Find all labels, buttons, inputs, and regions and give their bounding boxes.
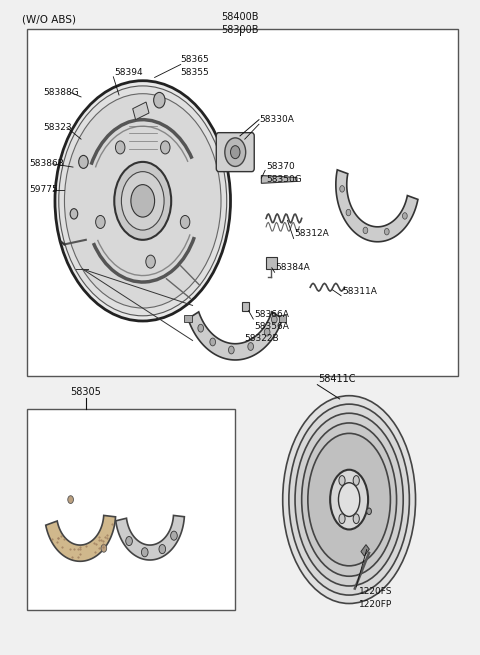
Text: 58355: 58355: [180, 68, 209, 77]
Circle shape: [114, 162, 171, 240]
Text: 59775: 59775: [29, 185, 58, 195]
Text: 58411C: 58411C: [318, 375, 356, 384]
Circle shape: [170, 531, 177, 540]
Bar: [361, 544, 369, 556]
Bar: [242, 302, 249, 310]
Text: 58350G: 58350G: [266, 175, 302, 184]
Circle shape: [346, 210, 351, 215]
Ellipse shape: [289, 404, 409, 595]
Ellipse shape: [339, 476, 345, 485]
Text: 58384A: 58384A: [276, 263, 311, 272]
Circle shape: [96, 215, 105, 229]
Polygon shape: [116, 515, 184, 560]
Circle shape: [272, 316, 277, 324]
Text: 1220FP: 1220FP: [359, 601, 392, 609]
Ellipse shape: [283, 396, 416, 603]
Circle shape: [159, 544, 166, 553]
Circle shape: [384, 229, 389, 235]
Circle shape: [248, 343, 253, 350]
Text: 58311A: 58311A: [342, 287, 377, 295]
Bar: [184, 316, 192, 322]
Circle shape: [142, 548, 148, 557]
Circle shape: [126, 536, 132, 546]
Text: 58312A: 58312A: [295, 229, 329, 238]
Circle shape: [180, 215, 190, 229]
Circle shape: [131, 185, 155, 217]
Text: 58394: 58394: [114, 67, 143, 77]
Circle shape: [79, 155, 88, 168]
Circle shape: [70, 209, 78, 219]
Circle shape: [64, 94, 221, 308]
Ellipse shape: [330, 470, 368, 529]
Text: 58356A: 58356A: [254, 322, 289, 331]
Circle shape: [116, 141, 125, 154]
Circle shape: [154, 92, 165, 108]
Ellipse shape: [308, 434, 390, 566]
Circle shape: [225, 138, 246, 166]
Circle shape: [160, 141, 170, 154]
Circle shape: [210, 338, 216, 346]
FancyBboxPatch shape: [216, 133, 254, 172]
Bar: [26, 409, 235, 610]
Bar: [132, 102, 149, 120]
Polygon shape: [261, 176, 297, 183]
Text: 58386B: 58386B: [29, 159, 64, 168]
Ellipse shape: [295, 413, 403, 586]
Circle shape: [340, 185, 345, 192]
Ellipse shape: [353, 514, 360, 523]
Polygon shape: [46, 515, 116, 561]
Text: 58322B: 58322B: [245, 334, 279, 343]
Circle shape: [228, 346, 234, 354]
Text: 58300B: 58300B: [221, 25, 259, 35]
Ellipse shape: [339, 514, 345, 523]
Text: 58366A: 58366A: [254, 310, 289, 319]
Ellipse shape: [353, 476, 360, 485]
Text: (W/O ABS): (W/O ABS): [22, 14, 76, 24]
Circle shape: [55, 81, 230, 321]
Text: 58370: 58370: [266, 162, 295, 171]
Ellipse shape: [338, 483, 360, 517]
Circle shape: [68, 496, 73, 504]
Text: 58323: 58323: [43, 123, 72, 132]
Circle shape: [264, 328, 270, 336]
Text: 58400B: 58400B: [221, 12, 259, 22]
Polygon shape: [188, 312, 283, 360]
Circle shape: [121, 172, 164, 230]
Text: 58330A: 58330A: [259, 115, 294, 124]
Circle shape: [230, 145, 240, 159]
Polygon shape: [336, 170, 418, 242]
Circle shape: [59, 86, 227, 316]
Bar: [266, 257, 276, 269]
Circle shape: [101, 544, 107, 552]
Circle shape: [402, 213, 407, 219]
Circle shape: [363, 227, 368, 234]
Ellipse shape: [301, 423, 396, 576]
Text: 58305: 58305: [71, 388, 101, 398]
Circle shape: [198, 324, 204, 332]
Text: 58365: 58365: [180, 56, 209, 64]
Text: 1220FS: 1220FS: [359, 588, 392, 596]
Circle shape: [146, 255, 156, 268]
Bar: [26, 29, 458, 376]
Circle shape: [367, 508, 372, 515]
Text: 58388G: 58388G: [43, 88, 79, 97]
Bar: [279, 316, 287, 322]
